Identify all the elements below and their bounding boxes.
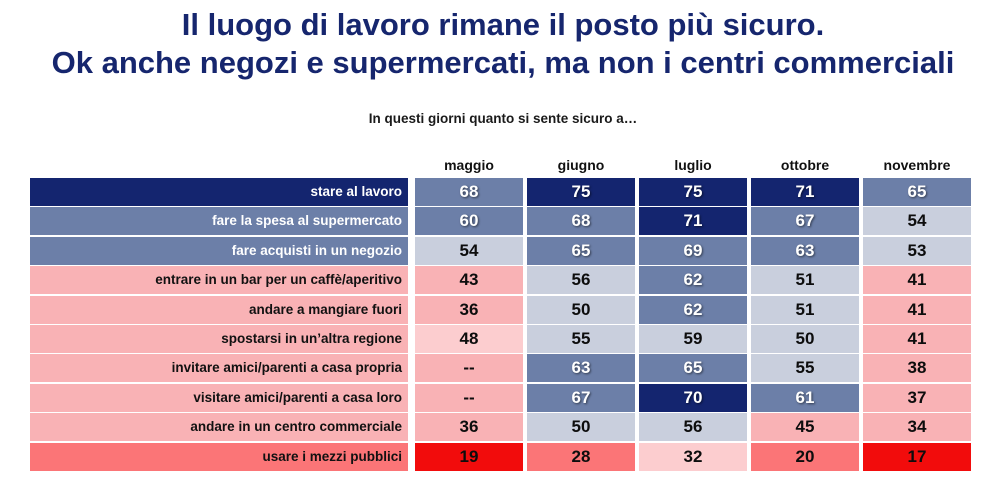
- table-cell: 48: [415, 325, 523, 353]
- row-label: usare i mezzi pubblici: [30, 443, 408, 471]
- chart-subtitle: In questi giorni quanto si sente sicuro …: [368, 111, 638, 126]
- column-header-ottobre: ottobre: [780, 157, 830, 173]
- row-label: invitare amici/parenti a casa propria: [30, 354, 408, 382]
- column-header-maggio: maggio: [444, 157, 494, 173]
- table-cell: 71: [751, 178, 859, 206]
- table-cell: 61: [751, 384, 859, 412]
- row-label: stare al lavoro: [30, 178, 408, 206]
- table-cell: 50: [527, 296, 635, 324]
- table-cell: --: [415, 354, 523, 382]
- table-cell: 45: [751, 413, 859, 441]
- table-cell: 68: [415, 178, 523, 206]
- table-cell: 50: [751, 325, 859, 353]
- table-cell: 54: [415, 237, 523, 265]
- table-cell: 53: [863, 237, 971, 265]
- table-cell: 51: [751, 296, 859, 324]
- table-cell: 19: [415, 443, 523, 471]
- table-cell: 62: [639, 296, 747, 324]
- table-cell: 69: [639, 237, 747, 265]
- table-cell: 68: [527, 207, 635, 235]
- row-label: andare a mangiare fuori: [30, 296, 408, 324]
- table-cell: 36: [415, 413, 523, 441]
- table-cell: 51: [751, 266, 859, 294]
- table-cell: 75: [527, 178, 635, 206]
- row-label: andare in un centro commerciale: [30, 413, 408, 441]
- row-label: entrare in un bar per un caffè/aperitivo: [30, 266, 408, 294]
- table-cell: 34: [863, 413, 971, 441]
- column-header-giugno: giugno: [557, 157, 605, 173]
- table-cell: 43: [415, 266, 523, 294]
- column-header-luglio: luglio: [674, 157, 712, 173]
- table-cell: 37: [863, 384, 971, 412]
- table-cell: 62: [639, 266, 747, 294]
- table-cell: 56: [527, 266, 635, 294]
- table-cell: 41: [863, 296, 971, 324]
- table-cell: 59: [639, 325, 747, 353]
- table-cell: 63: [527, 354, 635, 382]
- column-header-novembre: novembre: [883, 157, 951, 173]
- table-cell: 67: [527, 384, 635, 412]
- table-cell: 50: [527, 413, 635, 441]
- table-cell: 65: [527, 237, 635, 265]
- table-cell: 36: [415, 296, 523, 324]
- table-cell: 65: [639, 354, 747, 382]
- table-cell: 75: [639, 178, 747, 206]
- table-cell: 63: [751, 237, 859, 265]
- page-title-line-2: Ok anche negozi e supermercati, ma non i…: [51, 45, 955, 80]
- table-cell: --: [415, 384, 523, 412]
- row-label: visitare amici/parenti a casa loro: [30, 384, 408, 412]
- table-cell: 17: [863, 443, 971, 471]
- table-cell: 67: [751, 207, 859, 235]
- table-cell: 38: [863, 354, 971, 382]
- table-cell: 41: [863, 266, 971, 294]
- page-title-line-1: Il luogo di lavoro rimane il posto più s…: [181, 7, 825, 42]
- table-cell: 71: [639, 207, 747, 235]
- row-label: fare la spesa al supermercato: [30, 207, 408, 235]
- table-cell: 70: [639, 384, 747, 412]
- table-cell: 56: [639, 413, 747, 441]
- table-cell: 55: [527, 325, 635, 353]
- table-cell: 54: [863, 207, 971, 235]
- table-cell: 65: [863, 178, 971, 206]
- row-label: spostarsi in un’altra regione: [30, 325, 408, 353]
- table-cell: 32: [639, 443, 747, 471]
- table-cell: 41: [863, 325, 971, 353]
- table-cell: 28: [527, 443, 635, 471]
- row-label: fare acquisti in un negozio: [30, 237, 408, 265]
- table-cell: 20: [751, 443, 859, 471]
- table-cell: 55: [751, 354, 859, 382]
- table-cell: 60: [415, 207, 523, 235]
